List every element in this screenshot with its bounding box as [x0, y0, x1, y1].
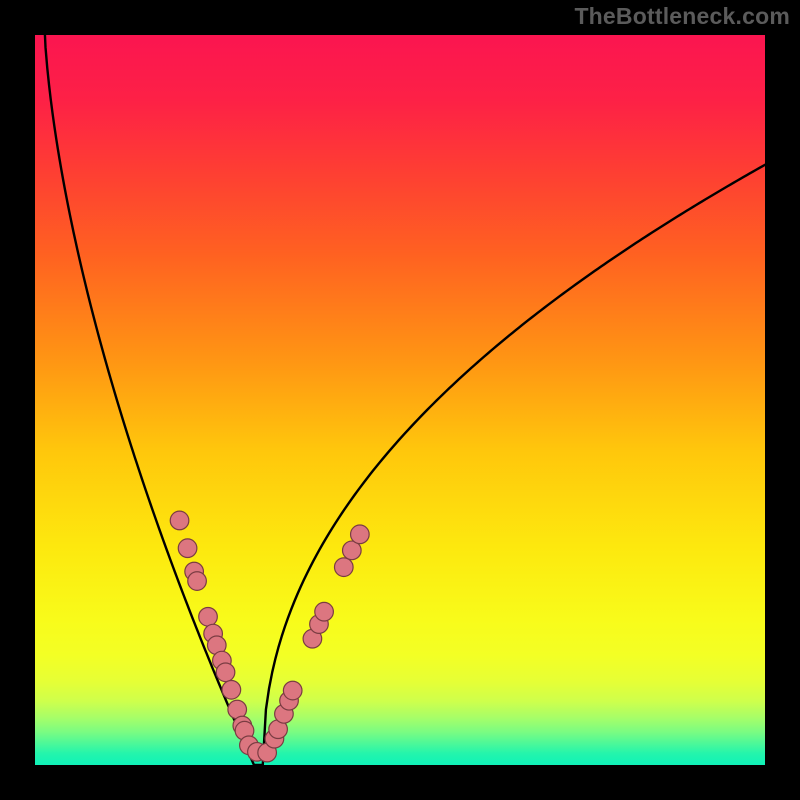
- data-marker: [216, 663, 235, 682]
- chart-svg: [35, 35, 765, 765]
- data-marker: [283, 681, 302, 700]
- data-marker: [351, 525, 370, 544]
- data-marker: [222, 681, 241, 700]
- data-marker: [199, 608, 218, 627]
- data-marker: [188, 572, 207, 591]
- plot-area: [35, 35, 765, 765]
- watermark-label: TheBottleneck.com: [574, 3, 790, 30]
- data-marker: [170, 511, 189, 530]
- gradient-background: [35, 35, 765, 765]
- figure-root: TheBottleneck.com: [0, 0, 800, 800]
- data-marker: [315, 602, 334, 621]
- data-marker: [334, 558, 353, 577]
- data-marker: [178, 539, 197, 558]
